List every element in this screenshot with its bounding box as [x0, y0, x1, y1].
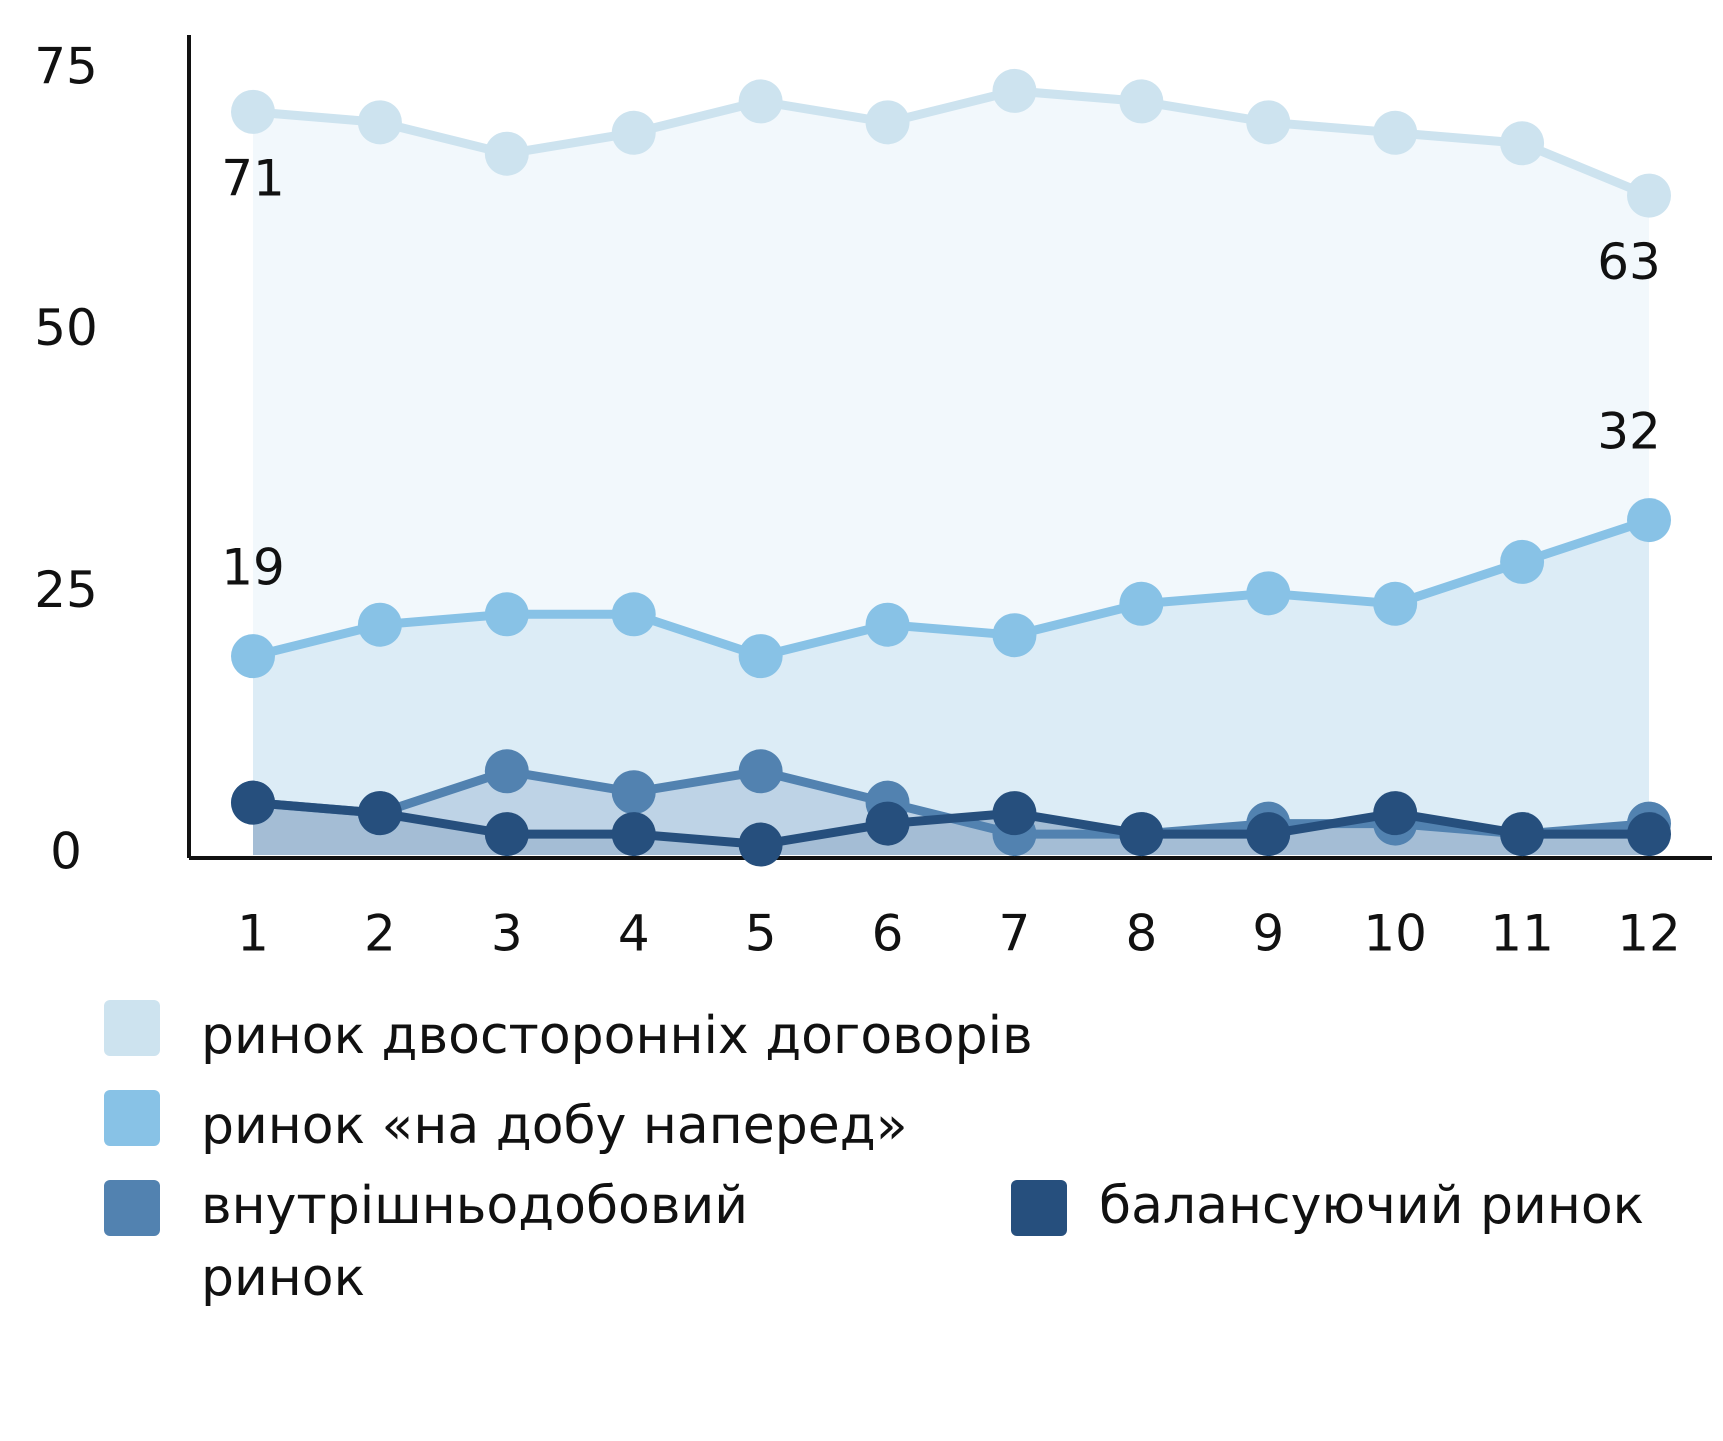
legend-swatch — [1011, 1180, 1067, 1236]
marker — [738, 749, 783, 794]
x-tick-label: 7 — [999, 905, 1031, 963]
marker — [865, 100, 910, 145]
data-label: 63 — [1597, 233, 1661, 291]
marker — [357, 602, 402, 647]
legend-label: ринок «на добу наперед» — [201, 1096, 908, 1156]
data-label: 32 — [1597, 403, 1661, 461]
marker — [738, 634, 783, 679]
marker — [231, 780, 275, 825]
data-label: 19 — [221, 539, 285, 597]
marker — [1246, 571, 1291, 616]
x-tick-label: 3 — [491, 905, 523, 963]
legend-swatch — [104, 1000, 160, 1056]
x-tick-label: 10 — [1363, 905, 1427, 963]
legend-label: внутрішньодобовий ринок — [201, 1176, 749, 1308]
marker — [992, 791, 1037, 836]
marker — [484, 592, 529, 637]
marker — [231, 634, 275, 679]
legend-swatch — [104, 1180, 160, 1236]
marker — [484, 131, 529, 176]
x-tick-label: 1 — [237, 905, 269, 963]
legend-label: балансуючий ринок — [1099, 1176, 1645, 1236]
marker — [611, 812, 656, 857]
marker — [357, 100, 402, 145]
marker — [1627, 173, 1671, 218]
marker — [231, 89, 275, 134]
marker — [1119, 812, 1164, 857]
marker — [1373, 110, 1418, 155]
marker — [611, 592, 656, 637]
legend-swatch — [104, 1090, 160, 1146]
x-tick-label: 5 — [745, 905, 777, 963]
marker — [1246, 812, 1291, 857]
y-tick-label: 75 — [34, 38, 98, 96]
y-tick-label: 25 — [34, 561, 98, 619]
marker — [484, 749, 529, 794]
marker — [865, 602, 910, 647]
marker — [1119, 79, 1164, 124]
marker — [611, 770, 656, 815]
marker — [1373, 791, 1418, 836]
marker — [1500, 539, 1545, 584]
area — [253, 520, 1649, 855]
marker — [738, 79, 783, 124]
marker — [611, 110, 656, 155]
marker — [865, 801, 910, 846]
marker — [484, 812, 529, 857]
area — [253, 802, 1649, 855]
marker — [992, 613, 1037, 658]
marker — [738, 822, 783, 867]
marker — [1119, 581, 1164, 626]
marker — [1627, 812, 1671, 857]
x-tick-label: 6 — [872, 905, 904, 963]
marker — [1246, 100, 1291, 145]
y-tick-label: 0 — [50, 823, 82, 881]
y-tick-label: 50 — [34, 299, 98, 357]
x-tick-label: 2 — [364, 905, 396, 963]
data-label: 71 — [221, 149, 285, 207]
marker — [1500, 812, 1545, 857]
marker — [1373, 581, 1418, 626]
x-tick-label: 8 — [1125, 905, 1157, 963]
x-tick-label: 12 — [1617, 905, 1681, 963]
x-tick-label: 9 — [1252, 905, 1284, 963]
marker — [357, 791, 402, 836]
x-tick-label: 11 — [1490, 905, 1554, 963]
legend-label: ринок двосторонніх договорів — [201, 1006, 1033, 1066]
marker — [1500, 121, 1545, 166]
marker — [1627, 498, 1671, 543]
x-tick-label: 4 — [618, 905, 650, 963]
marker — [992, 68, 1037, 113]
